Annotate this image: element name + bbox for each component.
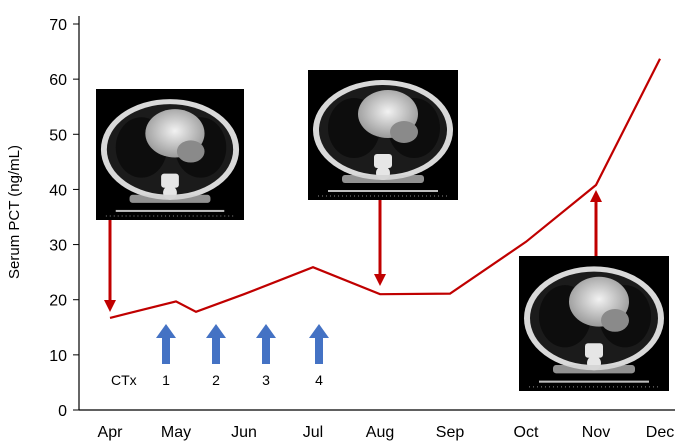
ct-images — [95, 69, 670, 392]
x-tick-labels: Apr May Jun Jul Aug Sep Oct Nov Dec — [98, 424, 675, 441]
x-tick-label: Jun — [231, 424, 257, 441]
y-tick-label: 60 — [49, 72, 67, 89]
x-tick-label: Apr — [98, 424, 124, 441]
ct-scan-aug-red-arrow — [374, 200, 386, 286]
ctx-arrow-4: 4 — [309, 324, 329, 388]
ctx-cycle-label: 2 — [212, 372, 220, 388]
x-tick-label: Nov — [582, 424, 610, 441]
x-tick-label: Jul — [303, 424, 323, 441]
x-tick-label: May — [161, 424, 191, 441]
ct-scan-nov-red-arrow — [590, 190, 602, 256]
ctx-arrow-3: 3 — [256, 324, 276, 388]
y-tick-label: 70 — [49, 17, 67, 34]
x-tick-label: Oct — [514, 424, 539, 441]
series-line-pct — [109, 58, 661, 319]
x-tick-label: Aug — [366, 424, 394, 441]
ctx-arrow-1: 1 — [156, 324, 176, 388]
ctx-arrow-2: 2 — [206, 324, 226, 388]
ctx-cycle-label: 3 — [262, 372, 270, 388]
ct-scan-aug-image — [307, 69, 459, 201]
y-axis-label: Serum PCT (ng/mL) — [6, 145, 23, 279]
ct-scan-nov-image — [518, 255, 670, 392]
y-tick-label: 50 — [49, 127, 67, 144]
axes — [78, 16, 675, 411]
ct-scan-apr-red-arrow — [104, 220, 116, 312]
x-tick-label: Dec — [646, 424, 674, 441]
y-tick-label: 30 — [49, 238, 67, 255]
x-tick-label: Sep — [436, 424, 465, 441]
ctx-cycle-label: 1 — [162, 372, 170, 388]
ct-scan-apr-image — [95, 88, 245, 221]
ctx-label: CTx — [111, 372, 137, 388]
ctx-cycle-label: 4 — [315, 372, 323, 388]
y-tick-label: 0 — [58, 403, 67, 420]
ctx-arrows: CTx 1 2 3 4 — [111, 324, 329, 388]
y-tick-label: 10 — [49, 348, 67, 365]
y-tick-label: 40 — [49, 182, 67, 199]
y-tick-labels: 0 10 20 30 40 50 60 70 — [49, 17, 79, 420]
y-tick-label: 20 — [49, 293, 67, 310]
